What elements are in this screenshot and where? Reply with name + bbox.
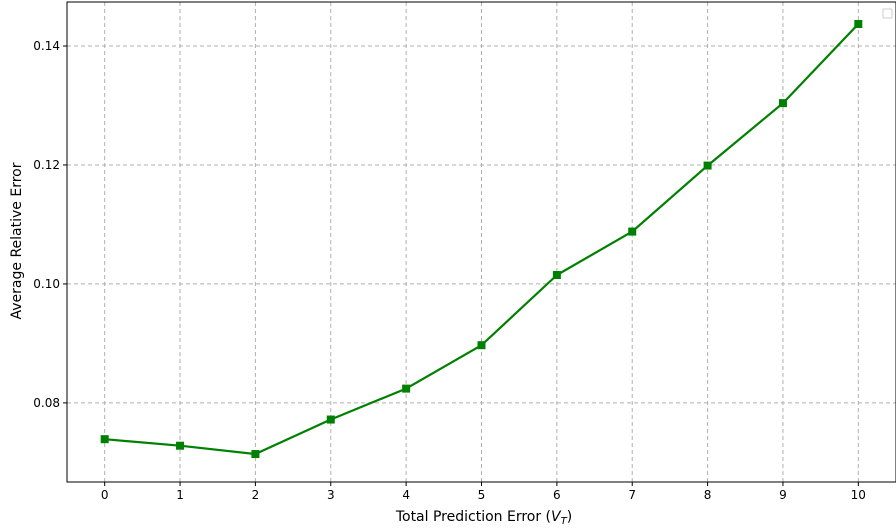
x-tick-label: 6 — [553, 488, 561, 502]
data-point — [100, 435, 109, 444]
data-point — [477, 341, 486, 350]
x-tick-label: 9 — [779, 488, 787, 502]
x-tick-label: 0 — [101, 488, 109, 502]
y-tick-label: 0.10 — [33, 277, 60, 291]
data-point — [628, 227, 637, 236]
x-tick-label: 1 — [176, 488, 184, 502]
x-tick-label: 2 — [252, 488, 260, 502]
x-axis-label-suffix: ) — [567, 509, 572, 525]
y-tick-label: 0.08 — [33, 396, 60, 410]
y-axis-label: Average Relative Error — [9, 162, 25, 319]
data-point — [854, 20, 863, 29]
y-tick-label: 0.14 — [33, 39, 60, 53]
legend-box — [882, 8, 893, 19]
x-axis-label-variable: V — [551, 509, 562, 525]
x-tick-label: 8 — [704, 488, 712, 502]
x-axis-label-prefix: Total Prediction Error ( — [395, 509, 551, 525]
x-tick-label: 3 — [327, 488, 335, 502]
y-tick-label: 0.12 — [33, 158, 60, 172]
data-point — [552, 271, 561, 280]
x-axis-ticks: 0 1 2 3 4 5 6 7 8 9 10 — [101, 482, 866, 502]
x-axis-label: Total Prediction Error (VT) — [395, 509, 572, 527]
x-tick-label: 7 — [628, 488, 636, 502]
x-tick-label: 10 — [851, 488, 866, 502]
x-tick-label: 5 — [478, 488, 486, 502]
data-point — [778, 99, 787, 108]
data-point — [703, 161, 712, 170]
grid — [67, 2, 896, 482]
data-point — [402, 384, 411, 393]
x-tick-label: 4 — [402, 488, 410, 502]
series — [100, 20, 863, 459]
y-axis-ticks: 0.08 0.10 0.12 0.14 — [33, 39, 67, 410]
x-axis-label-subscript: T — [561, 516, 568, 527]
data-point — [251, 450, 260, 459]
data-point — [326, 415, 335, 424]
data-point — [176, 441, 185, 450]
